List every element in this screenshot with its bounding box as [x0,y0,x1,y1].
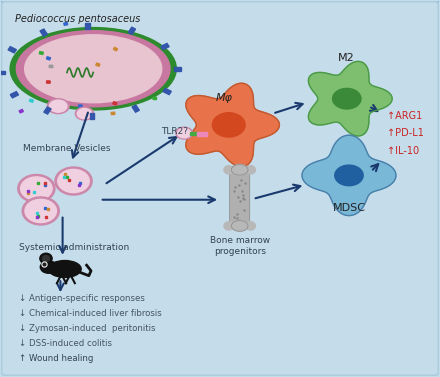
Ellipse shape [333,88,361,109]
Bar [85,23,90,29]
Text: Systemic administration: Systemic administration [19,243,129,252]
Polygon shape [186,83,279,167]
Ellipse shape [213,113,245,137]
Ellipse shape [246,166,255,174]
Text: TLR2?: TLR2? [161,127,188,136]
Text: ↓ Antigen-specific responses: ↓ Antigen-specific responses [19,294,145,303]
Text: ↑ Wound healing: ↑ Wound healing [19,354,93,363]
Bar [174,67,181,70]
Text: Pediococcus pentosaceus: Pediococcus pentosaceus [15,14,140,24]
Polygon shape [308,61,392,136]
Ellipse shape [224,222,234,230]
Text: Mφ: Mφ [216,93,233,103]
Ellipse shape [246,222,255,230]
Text: ↑ARG1: ↑ARG1 [387,110,422,121]
Bar [49,65,53,67]
Ellipse shape [40,261,57,273]
Bar [29,99,33,102]
FancyBboxPatch shape [230,168,250,228]
Ellipse shape [22,197,59,225]
Bar [47,81,50,83]
Bar [39,52,43,54]
Bar [163,88,171,95]
Bar [0,70,5,74]
Bar [161,43,169,50]
Bar [10,92,18,98]
Bar [96,63,100,66]
Bar [90,113,94,119]
Ellipse shape [10,28,176,110]
Bar [153,97,157,100]
Bar [78,105,82,107]
Bar [44,107,51,114]
Ellipse shape [335,165,363,186]
Ellipse shape [48,261,81,277]
Ellipse shape [25,35,162,103]
Ellipse shape [77,109,92,119]
Bar [197,132,207,136]
Text: ↑IL-10: ↑IL-10 [387,146,419,156]
Bar [132,105,139,112]
Bar [64,23,68,25]
Bar [190,132,199,135]
Text: M2: M2 [337,53,354,63]
Ellipse shape [176,127,192,139]
Ellipse shape [49,100,67,112]
Text: Membrane Vesicles: Membrane Vesicles [23,144,111,153]
Ellipse shape [178,129,191,138]
Text: MDSC: MDSC [333,203,366,213]
Ellipse shape [58,169,89,193]
Circle shape [43,256,49,262]
Ellipse shape [224,166,234,174]
Ellipse shape [55,167,92,195]
Bar [113,48,117,51]
Bar [19,109,23,113]
Bar [111,112,115,115]
Ellipse shape [47,99,69,113]
Text: ↓ DSS-induced colitis: ↓ DSS-induced colitis [19,339,112,348]
Text: ↑PD-L1: ↑PD-L1 [387,129,424,138]
Bar [8,47,16,53]
Bar [113,102,117,105]
Ellipse shape [75,107,94,120]
Ellipse shape [18,175,55,202]
Bar [40,29,48,36]
Ellipse shape [16,31,170,107]
Circle shape [40,253,52,264]
Text: ↓ Chemical-induced liver fibrosis: ↓ Chemical-induced liver fibrosis [19,309,161,318]
Bar [46,57,51,60]
Polygon shape [302,135,396,216]
Text: ↓ Zymosan-induced  peritonitis: ↓ Zymosan-induced peritonitis [19,324,155,333]
Bar [49,107,53,110]
Ellipse shape [231,164,248,175]
Text: Bone marrow
progenitors: Bone marrow progenitors [209,236,270,256]
Ellipse shape [231,221,248,231]
Ellipse shape [21,177,52,200]
Bar [128,27,136,34]
Ellipse shape [25,199,56,222]
